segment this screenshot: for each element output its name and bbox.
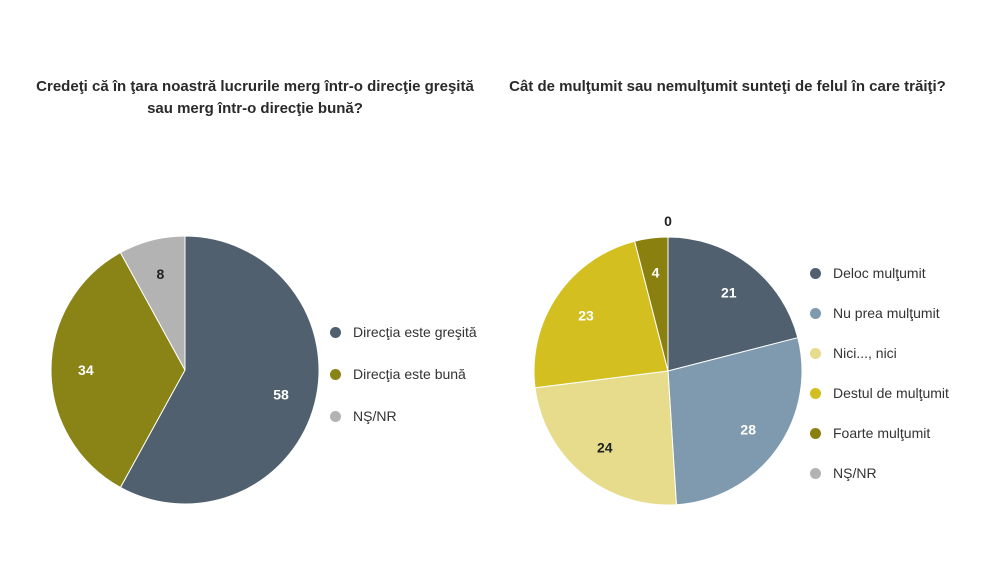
legend-swatch xyxy=(810,307,821,319)
legend-label: Direcţia este greşită xyxy=(353,324,477,340)
data-label: 34 xyxy=(78,362,94,378)
legend-item: Direcţia este bună xyxy=(330,364,466,384)
pie-slice xyxy=(50,251,186,489)
data-label: 28 xyxy=(740,421,756,437)
pie-slice xyxy=(119,235,320,505)
pie-slice xyxy=(634,236,669,372)
legend-label: Deloc mulţumit xyxy=(833,265,926,281)
data-label: 58 xyxy=(273,387,289,403)
legend-item: Foarte mulţumit xyxy=(810,423,930,443)
legend-label: Nu prea mulţumit xyxy=(833,305,940,321)
data-label: 4 xyxy=(652,265,660,281)
legend-item: Nici..., nici xyxy=(810,343,897,363)
legend-item: NŞ/NR xyxy=(810,463,877,483)
data-label: 8 xyxy=(156,266,164,282)
legend-swatch xyxy=(810,387,821,399)
legend-item: Direcţia este greşită xyxy=(330,322,477,342)
legend-item: Nu prea mulţumit xyxy=(810,303,940,323)
chart-title-direction: Credeţi că în ţara noastră lucrurile mer… xyxy=(36,78,474,117)
pie-slice xyxy=(119,235,186,371)
legend-label: NŞ/NR xyxy=(353,408,397,424)
legend-label: Nici..., nici xyxy=(833,345,897,361)
legend-swatch xyxy=(330,368,341,380)
data-label: 21 xyxy=(721,285,737,301)
pie-slice xyxy=(534,370,677,506)
legend-swatch xyxy=(810,267,821,279)
legend-item: NŞ/NR xyxy=(330,406,397,426)
legend-item: Deloc mulţumit xyxy=(810,263,926,283)
pie-slice xyxy=(667,236,799,372)
legend-swatch xyxy=(810,427,821,439)
legend-swatch xyxy=(810,467,821,479)
data-label: 0 xyxy=(664,213,672,229)
data-label: 24 xyxy=(597,439,613,455)
legend-label: Direcţia este bună xyxy=(353,366,466,382)
data-label: 23 xyxy=(578,307,594,323)
legend-item: Destul de mulţumit xyxy=(810,383,949,403)
legend-swatch xyxy=(330,326,341,338)
chart-title-satisfaction: Cât de mulţumit sau nemulţumit sunteţi d… xyxy=(509,78,946,95)
legend-label: Destul de mulţumit xyxy=(833,385,949,401)
legend-label: Foarte mulţumit xyxy=(833,425,931,441)
legend-swatch xyxy=(810,347,821,359)
legend-label: NŞ/NR xyxy=(833,465,877,481)
pie-slice xyxy=(533,240,669,389)
pie-slice xyxy=(667,337,803,506)
legend-swatch xyxy=(330,410,341,422)
